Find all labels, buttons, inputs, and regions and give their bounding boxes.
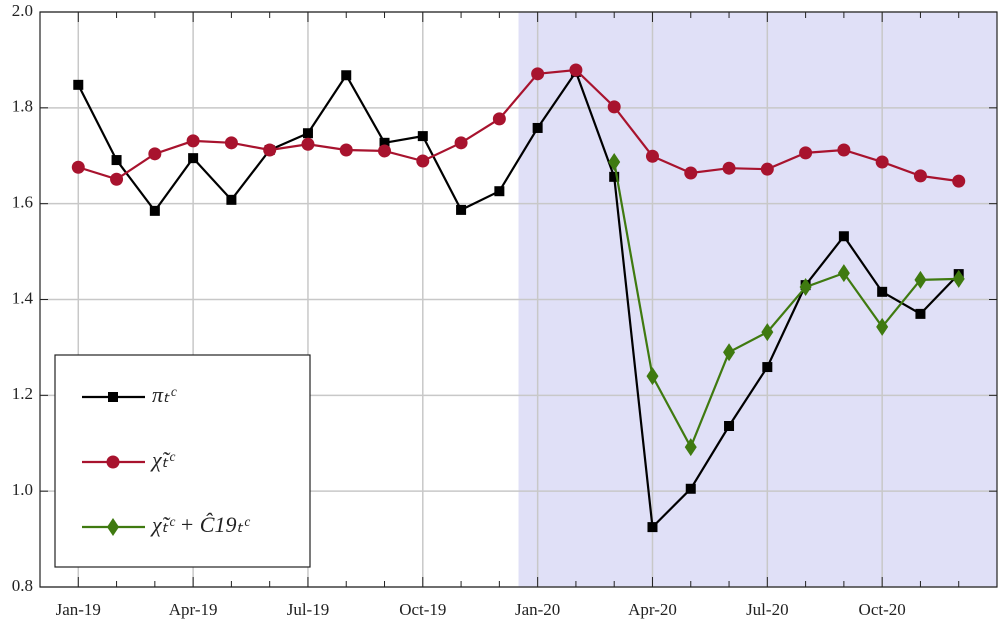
marker <box>723 343 736 362</box>
marker <box>569 63 583 77</box>
marker <box>722 161 736 175</box>
y-tick-label: 1.2 <box>12 384 33 403</box>
marker <box>339 143 353 157</box>
marker <box>110 172 124 186</box>
y-tick-label: 1.6 <box>12 193 33 212</box>
x-tick-label: Apr-20 <box>628 600 677 619</box>
marker <box>685 483 696 494</box>
marker <box>492 112 506 126</box>
marker <box>532 122 543 133</box>
marker <box>531 67 545 81</box>
legend-text: χ̃ₜᶜ + Ĉ19ₜᶜ <box>150 512 251 537</box>
marker <box>263 143 277 157</box>
marker <box>876 317 889 336</box>
marker <box>837 264 850 283</box>
marker <box>684 166 698 180</box>
x-tick-label: Jan-20 <box>515 600 560 619</box>
marker <box>837 143 851 157</box>
marker <box>73 79 84 90</box>
marker <box>148 147 162 161</box>
marker <box>952 174 966 188</box>
marker <box>646 367 659 386</box>
legend: πₜᶜ χ̃ₜᶜ χ̃ₜᶜ + Ĉ19ₜᶜ <box>54 354 311 568</box>
marker <box>417 131 428 142</box>
marker <box>914 270 927 289</box>
marker <box>188 153 199 164</box>
marker <box>379 137 390 148</box>
marker <box>302 128 313 139</box>
marker <box>761 323 774 342</box>
x-tick-label: Apr-19 <box>169 600 218 619</box>
marker <box>494 186 505 197</box>
y-tick-label: 1.0 <box>12 480 33 499</box>
marker <box>224 136 238 150</box>
series-line <box>77 69 960 530</box>
marker <box>875 155 889 169</box>
legend-text: χ̃ₜᶜ <box>150 447 176 472</box>
marker <box>799 278 812 297</box>
marker <box>416 154 430 168</box>
marker <box>799 146 813 160</box>
y-tick-label: 0.8 <box>12 576 33 595</box>
x-tick-label: Jan-19 <box>56 600 101 619</box>
marker <box>107 518 119 536</box>
marker <box>877 286 888 297</box>
marker <box>607 100 621 114</box>
marker <box>71 160 85 174</box>
marker <box>341 70 352 81</box>
x-tick-label: Oct-19 <box>399 600 446 619</box>
marker <box>106 455 120 469</box>
marker <box>760 162 774 176</box>
y-tick-label: 1.8 <box>12 97 33 116</box>
marker <box>609 171 620 182</box>
marker <box>915 308 926 319</box>
x-tick-label: Jul-19 <box>287 600 330 619</box>
marker <box>647 522 658 533</box>
marker <box>378 144 392 158</box>
y-tick-label: 1.4 <box>12 288 34 307</box>
marker <box>952 269 965 288</box>
x-tick-label: Oct-20 <box>859 600 906 619</box>
marker <box>454 136 468 150</box>
marker <box>111 155 122 166</box>
marker <box>108 392 118 402</box>
marker <box>301 137 315 151</box>
x-tick-label: Jul-20 <box>746 600 789 619</box>
marker <box>762 362 773 373</box>
legend-text: πₜᶜ <box>152 382 178 407</box>
marker <box>684 438 697 457</box>
series-line <box>613 161 959 450</box>
marker <box>724 421 735 431</box>
marker <box>645 149 659 163</box>
y-tick-label: 2.0 <box>12 1 33 20</box>
marker <box>186 134 200 148</box>
marker <box>913 169 927 183</box>
marker <box>149 205 160 216</box>
marker <box>226 194 237 205</box>
plot-frame <box>39 11 998 588</box>
marker <box>838 231 849 242</box>
marker <box>456 204 467 215</box>
marker <box>608 152 621 171</box>
